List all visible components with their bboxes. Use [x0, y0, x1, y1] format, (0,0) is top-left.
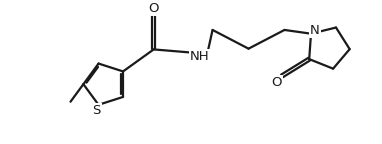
Text: O: O [272, 76, 282, 89]
Text: NH: NH [190, 50, 209, 63]
Text: N: N [310, 24, 320, 37]
Text: S: S [92, 104, 101, 117]
Text: O: O [149, 2, 159, 15]
